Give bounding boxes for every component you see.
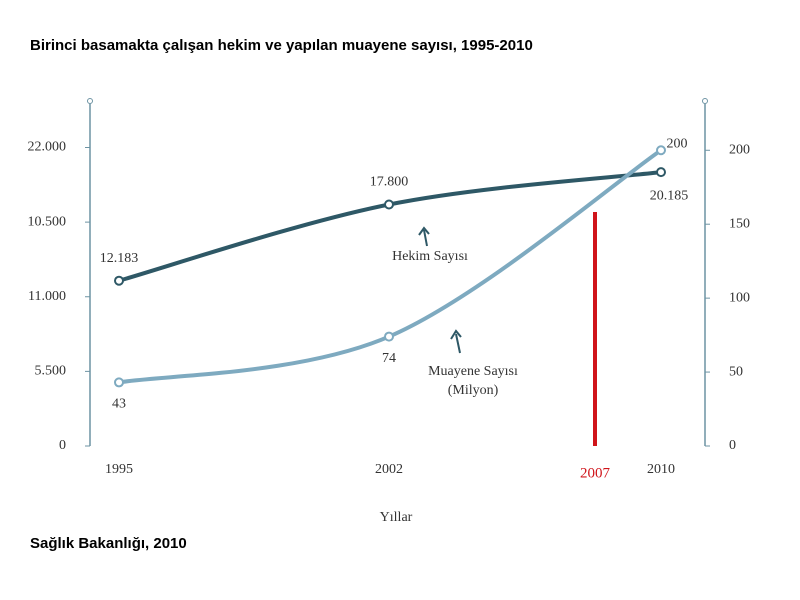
source: Sağlık Bakanlığı, 2010 bbox=[30, 535, 187, 552]
series-label: Hekim Sayısı bbox=[392, 249, 468, 264]
axis-cap bbox=[87, 98, 93, 104]
y-tick-label: 10.500 bbox=[28, 214, 67, 229]
point bbox=[384, 331, 394, 342]
data-label: 43 bbox=[112, 397, 126, 412]
data-label: 17.800 bbox=[370, 175, 409, 190]
data-label: 12.183 bbox=[100, 251, 139, 266]
x-tick-label: 2002 bbox=[375, 462, 403, 477]
series-label: Muayene Sayısı (Milyon) bbox=[428, 364, 518, 398]
data-label: 200 bbox=[667, 136, 688, 151]
axis-cap bbox=[702, 98, 708, 104]
chart-title: Birinci basamakta çalışan hekim ve yapıl… bbox=[30, 37, 533, 54]
y2-tick-label: 100 bbox=[729, 290, 750, 305]
data-label: 20.185 bbox=[650, 188, 689, 203]
y-tick-label: 0 bbox=[59, 438, 66, 453]
y2-tick-label: 50 bbox=[729, 364, 743, 379]
y2-tick-label: 150 bbox=[729, 216, 750, 231]
point bbox=[384, 199, 394, 210]
y2-tick-label: 200 bbox=[729, 142, 750, 157]
point bbox=[114, 377, 124, 388]
x-tick-label: 1995 bbox=[105, 462, 133, 477]
point bbox=[114, 275, 124, 286]
x-tick-label: 2010 bbox=[647, 462, 675, 477]
point bbox=[656, 167, 666, 178]
x-axis-label: Yıllar bbox=[380, 510, 413, 525]
arrow bbox=[418, 226, 430, 247]
y-tick-label: 5.500 bbox=[35, 364, 67, 379]
annotation-label: 2007 bbox=[580, 465, 611, 481]
y-tick-label: 22.000 bbox=[28, 140, 67, 155]
data-label: 74 bbox=[382, 351, 396, 366]
arrow bbox=[450, 329, 462, 354]
y-tick-label: 11.000 bbox=[28, 289, 66, 304]
y2-tick-label: 0 bbox=[729, 438, 736, 453]
point bbox=[656, 145, 666, 156]
